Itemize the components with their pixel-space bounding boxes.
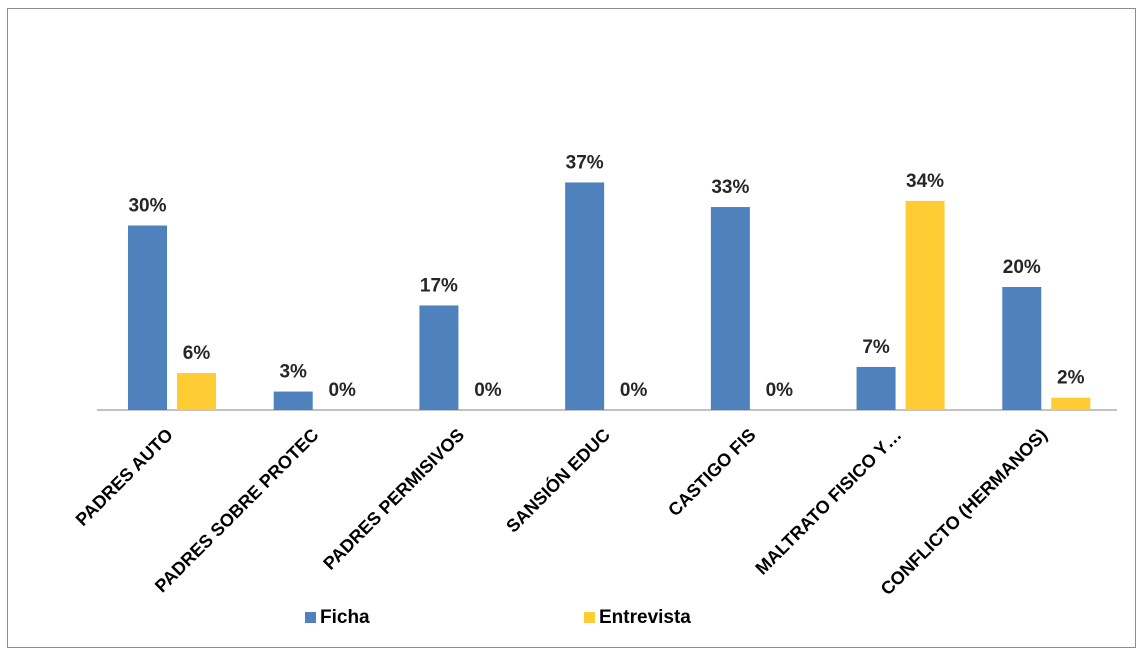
data-label-ficha-6: 7% <box>862 337 890 358</box>
bar-entrevista-6 <box>905 200 945 410</box>
category-label-1: PADRES AUTO <box>72 425 177 530</box>
category-label-7: CONFLICTO (HERMANOS) <box>877 425 1051 599</box>
data-label-ficha-7: 20% <box>1003 257 1041 278</box>
data-label-ficha-5: 33% <box>711 177 749 198</box>
bar-entrevista-7 <box>1051 397 1091 410</box>
bar-ficha-7 <box>1002 287 1042 410</box>
bar-ficha-6 <box>856 366 896 410</box>
data-label-entrevista-7: 2% <box>1057 368 1085 389</box>
data-label-ficha-4: 37% <box>566 152 604 173</box>
category-label-3: PADRES PERMISIVOS <box>319 425 468 574</box>
legend-swatch-entrevista <box>584 612 595 623</box>
data-label-entrevista-1: 6% <box>183 343 211 364</box>
category-label-4: SANSIÓN EDUC <box>502 424 614 536</box>
bar-ficha-1 <box>128 225 167 410</box>
bar-ficha-5 <box>710 207 750 410</box>
legend-swatch-ficha <box>305 612 316 623</box>
bar-ficha-2 <box>273 391 313 410</box>
category-label-2: PADRES SOBRE PROTEC <box>151 425 323 597</box>
bar-entrevista-1 <box>177 373 216 410</box>
data-label-entrevista-6: 34% <box>906 171 944 192</box>
data-label-entrevista-5: 0% <box>766 380 794 401</box>
data-label-entrevista-2: 0% <box>328 380 356 401</box>
legend-label-entrevista: Entrevista <box>599 607 691 628</box>
data-label-ficha-1: 30% <box>128 196 166 217</box>
data-label-ficha-2: 3% <box>279 362 307 383</box>
data-label-ficha-3: 17% <box>420 275 458 296</box>
data-label-entrevista-4: 0% <box>620 380 648 401</box>
data-label-entrevista-3: 0% <box>474 380 502 401</box>
category-label-6: MALTRATO FISICO Y… <box>751 425 905 579</box>
legend-label-ficha: Ficha <box>320 607 370 628</box>
bar-ficha-3 <box>419 305 459 410</box>
bar-ficha-4 <box>565 182 605 410</box>
category-label-5: CASTIGO FIS <box>664 425 759 520</box>
